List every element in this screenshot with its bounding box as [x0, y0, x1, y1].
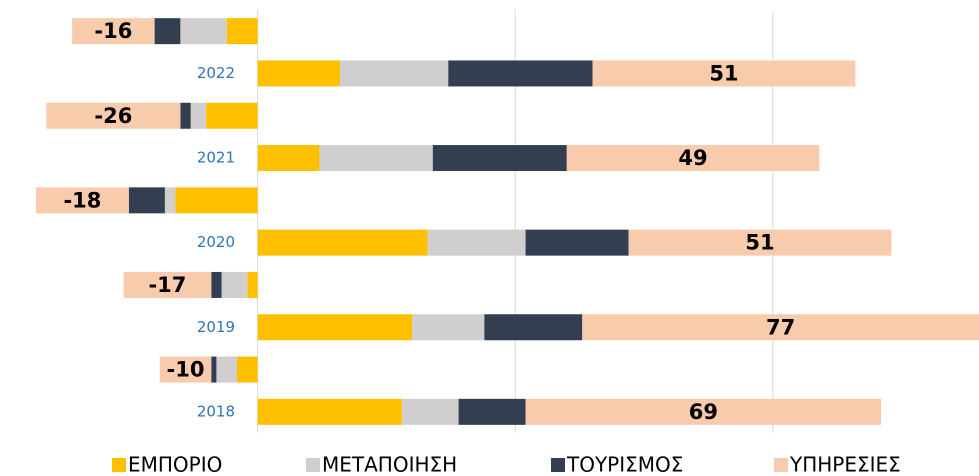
bar-segment [211, 356, 217, 383]
bar-segment [154, 18, 181, 45]
bar-segment [180, 102, 191, 129]
legend-swatch [774, 458, 788, 472]
bar-segment [36, 187, 129, 214]
y-tick-label: 2021 [197, 149, 235, 167]
data-label: -17 [148, 273, 186, 297]
y-tick-label: 2022 [197, 64, 235, 82]
data-label: 51 [709, 61, 738, 85]
bar-segment [206, 102, 258, 129]
bar-segment [159, 356, 212, 383]
bar-segment [237, 356, 258, 383]
data-label: 49 [678, 146, 707, 170]
bar-segment [448, 60, 593, 87]
legend-label: ΥΠΗΡΕΣΙΕΣ [789, 453, 901, 476]
bar-segment [525, 398, 882, 425]
bar-segment [123, 271, 212, 298]
bar-segment [257, 145, 320, 172]
bar-segment [340, 60, 449, 87]
y-tick-label: 2020 [197, 233, 235, 251]
bar-segment [257, 60, 341, 87]
bar-segment [164, 187, 176, 214]
bar-segment [319, 145, 433, 172]
bar-segment [257, 314, 413, 341]
bar-segment [582, 314, 979, 341]
data-label: -10 [167, 358, 205, 382]
bar-segment [592, 60, 856, 87]
bar-segment [427, 229, 526, 256]
bar-segment [46, 102, 181, 129]
bar-segment [211, 271, 222, 298]
bar-segment [566, 145, 820, 172]
bar-segment [226, 18, 258, 45]
bar-segment [257, 398, 402, 425]
bar-segment [175, 187, 258, 214]
data-label: -26 [94, 104, 132, 128]
bar-segment [257, 229, 428, 256]
data-label: -16 [94, 19, 132, 43]
data-label: 51 [745, 231, 774, 255]
bar-segment [525, 229, 629, 256]
bar-segment [180, 18, 227, 45]
bar-segment [216, 356, 238, 383]
y-tick-label: 2019 [197, 318, 235, 336]
y-tick-label: 2018 [197, 402, 235, 420]
bar-segment [458, 398, 526, 425]
bar-segment [401, 398, 459, 425]
legend-swatch [112, 458, 126, 472]
legend-swatch [551, 458, 565, 472]
legend-swatch [306, 458, 320, 472]
bar-segment [72, 18, 155, 45]
bar-segment [432, 145, 567, 172]
legend-label: ΤΟΥΡΙΣΜΟΣ [566, 453, 683, 476]
bar-segment [190, 102, 207, 129]
data-label: 69 [689, 400, 718, 424]
bar-segment [412, 314, 485, 341]
bar-segment [628, 229, 892, 256]
data-label: -18 [63, 188, 101, 212]
legend-label: ΜΕΤΑΠΟΙΗΣΗ [322, 453, 457, 476]
bar-segment [484, 314, 583, 341]
bar-segment [247, 271, 258, 298]
legend-label: ΕΜΠΟΡΙΟ [128, 453, 222, 476]
data-label: 77 [766, 315, 795, 339]
bar-segment [221, 271, 248, 298]
bar-segment [128, 187, 165, 214]
